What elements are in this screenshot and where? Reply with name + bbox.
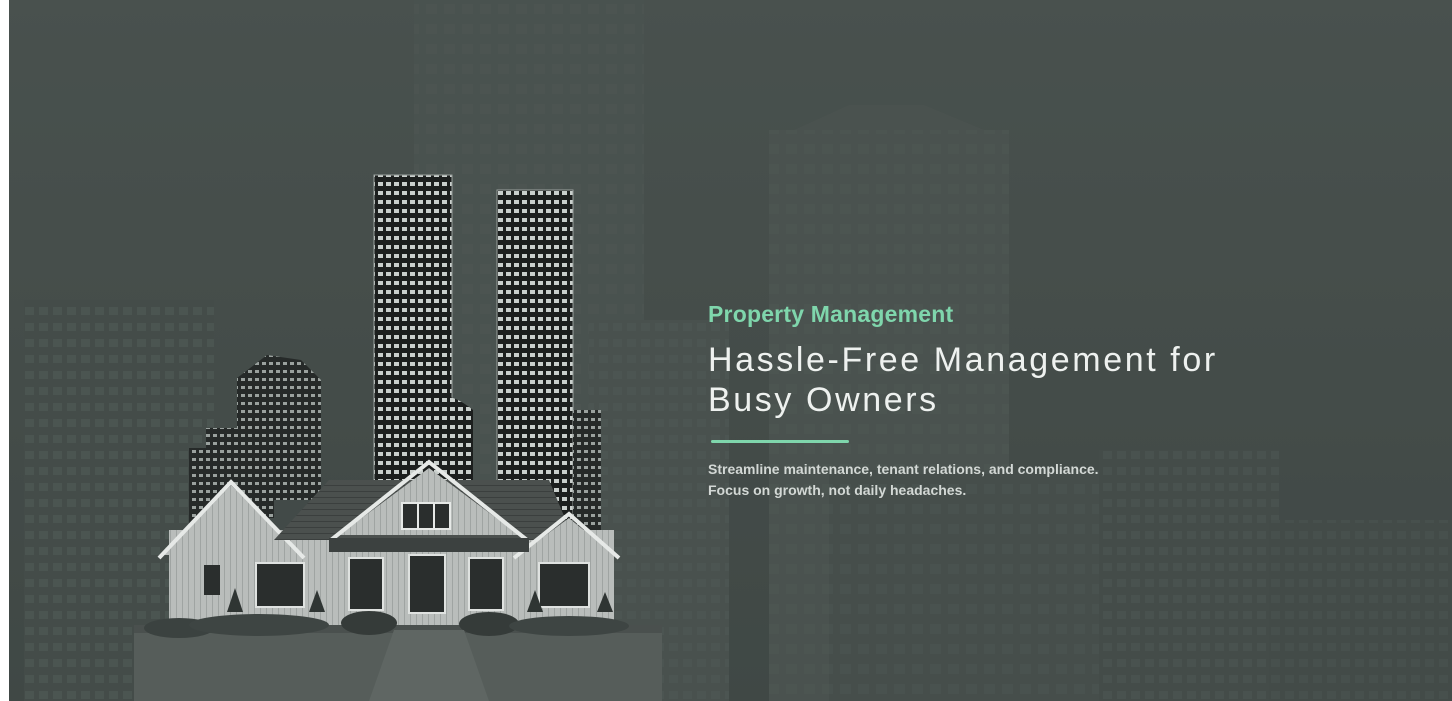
hero-headline-line-1: Hassle-Free Management for <box>708 341 1218 379</box>
eyebrow-label: Property Management <box>708 301 954 327</box>
accent-divider <box>711 440 849 443</box>
hero-description: Streamline maintenance, tenant relations… <box>708 459 1428 501</box>
hero-description-line-1: Streamline maintenance, tenant relations… <box>708 461 1099 477</box>
hero-headline: Hassle-Free Management for Busy Owners <box>708 340 1348 420</box>
hero-description-line-2: Focus on growth, not daily headaches. <box>708 482 967 498</box>
hero-content: Property Management Hassle-Free Manageme… <box>708 298 1428 501</box>
hero-headline-line-2: Busy Owners <box>708 381 939 419</box>
house-and-skyscrapers-image <box>134 174 662 701</box>
hero-section: Property Management Hassle-Free Manageme… <box>9 0 1452 701</box>
